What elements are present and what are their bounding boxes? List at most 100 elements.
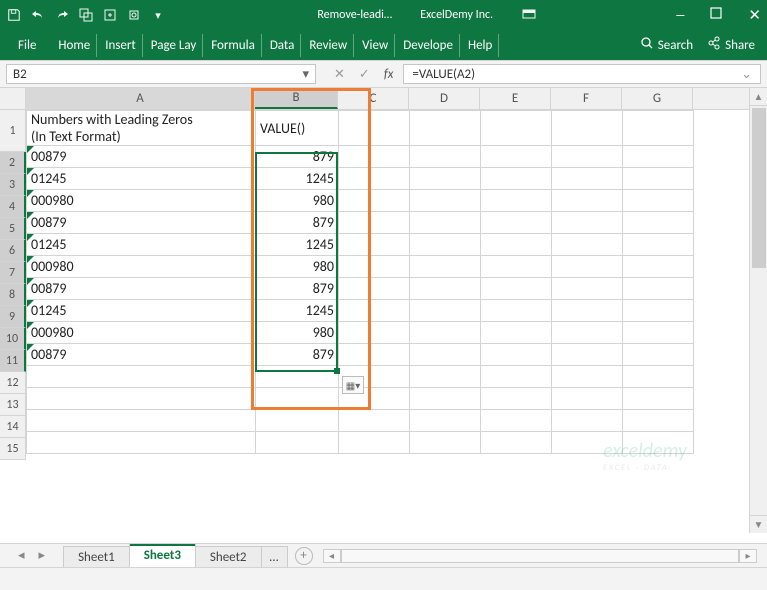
insert-function-icon[interactable]: fx (384, 67, 394, 82)
tab-file[interactable]: File (12, 34, 50, 57)
sheet-nav-prev-icon[interactable]: ◂ (14, 546, 29, 565)
cell-F1[interactable] (552, 111, 623, 146)
row-header-15[interactable]: 15 (0, 438, 26, 460)
undo-icon[interactable] (30, 7, 46, 23)
cell-B[interactable]: 879 (256, 212, 339, 234)
close-icon[interactable]: ✕ (748, 6, 761, 25)
horizontal-scrollbar[interactable]: ◂ ▸ (323, 549, 757, 563)
cells-area[interactable]: Numbers with Leading Zeros(In Text Forma… (26, 110, 694, 460)
col-header-D[interactable]: D (409, 88, 480, 109)
cell-A[interactable]: 000980 (27, 190, 256, 212)
cell-A[interactable]: 01245 (27, 300, 256, 322)
cell-A[interactable]: 00879 (27, 146, 256, 168)
cell-A[interactable]: 000980 (27, 256, 256, 278)
search-group[interactable]: Search (640, 36, 693, 54)
cell-B[interactable]: 980 (256, 322, 339, 344)
cell-A[interactable]: 01245 (27, 168, 256, 190)
row-header-6[interactable]: 6 (0, 240, 26, 262)
formula-expand-icon[interactable]: ⌄ (741, 67, 752, 82)
cell-B[interactable]: 879 (256, 278, 339, 300)
autofill-options-button[interactable]: ▦▾ (342, 376, 364, 394)
col-header-B[interactable]: B (255, 88, 338, 109)
tab-review[interactable]: Review (303, 34, 354, 57)
cell-B[interactable]: 980 (256, 256, 339, 278)
qat-custom2-icon[interactable] (126, 7, 142, 23)
qat-shape-icon[interactable] (78, 7, 94, 23)
cancel-formula-icon[interactable]: ✕ (334, 67, 345, 82)
sheet-tab-overflow[interactable]: … (261, 546, 288, 568)
name-box[interactable]: B2 ▾ (6, 64, 316, 84)
cell-B[interactable]: 1245 (256, 234, 339, 256)
scroll-thumb[interactable] (752, 108, 766, 268)
qat-customize-icon[interactable]: ▾ (150, 7, 166, 23)
table-row: 000980980 (27, 256, 694, 278)
cell-A[interactable]: 00879 (27, 344, 256, 366)
col-header-G[interactable]: G (622, 88, 693, 109)
cell-B[interactable]: 879 (256, 146, 339, 168)
row-header-1[interactable]: 1 (0, 110, 26, 152)
hscroll-track[interactable] (341, 549, 739, 563)
row-header-8[interactable]: 8 (0, 284, 26, 306)
row-header-4[interactable]: 4 (0, 196, 26, 218)
minimize-icon[interactable]: ─ (676, 6, 684, 25)
cell-A1[interactable]: Numbers with Leading Zeros(In Text Forma… (27, 111, 256, 146)
col-header-C[interactable]: C (338, 88, 409, 109)
scroll-down-icon[interactable]: ▼ (750, 515, 767, 533)
hscroll-right-icon[interactable]: ▸ (739, 549, 757, 563)
cell-A[interactable]: 00879 (27, 212, 256, 234)
sheet-nav-next-icon[interactable]: ▸ (35, 546, 50, 565)
cell-A[interactable]: 01245 (27, 234, 256, 256)
name-box-dropdown-icon[interactable]: ▾ (302, 67, 309, 82)
fill-handle[interactable] (334, 368, 340, 374)
tab-insert[interactable]: Insert (99, 34, 143, 57)
maximize-icon[interactable] (710, 7, 722, 23)
enter-formula-icon[interactable]: ✓ (359, 67, 370, 82)
cell-A[interactable]: 000980 (27, 322, 256, 344)
hscroll-left-icon[interactable]: ◂ (323, 549, 341, 563)
cell-A[interactable]: 00879 (27, 278, 256, 300)
row-header-5[interactable]: 5 (0, 218, 26, 240)
col-header-E[interactable]: E (480, 88, 551, 109)
col-header-F[interactable]: F (551, 88, 622, 109)
row-header-9[interactable]: 9 (0, 306, 26, 328)
row-header-14[interactable]: 14 (0, 416, 26, 438)
cell-B[interactable]: 980 (256, 190, 339, 212)
tab-formulas[interactable]: Formula (205, 34, 262, 57)
cell-B[interactable]: 879 (256, 344, 339, 366)
ribbon-display-options-icon[interactable] (521, 7, 537, 23)
cell-C1[interactable] (339, 111, 410, 146)
scroll-up-icon[interactable]: ▲ (750, 88, 767, 106)
cell-D1[interactable] (410, 111, 481, 146)
redo-icon[interactable] (54, 7, 70, 23)
save-icon[interactable] (6, 7, 22, 23)
vertical-scrollbar[interactable]: ▲ ▼ (749, 88, 767, 533)
cell-B[interactable]: 1245 (256, 168, 339, 190)
tab-developer[interactable]: Develope (397, 34, 460, 57)
qat-custom1-icon[interactable] (102, 7, 118, 23)
tab-data[interactable]: Data (264, 34, 302, 57)
sheet-tab[interactable]: Sheet1 (63, 546, 130, 568)
row-header-7[interactable]: 7 (0, 262, 26, 284)
share-group[interactable]: Share (707, 36, 755, 54)
row-header-10[interactable]: 10 (0, 328, 26, 350)
cell-B1[interactable]: VALUE() (256, 111, 339, 146)
tab-help[interactable]: Help (462, 34, 499, 57)
sheet-table: Numbers with Leading Zeros(In Text Forma… (26, 110, 694, 454)
row-header-3[interactable]: 3 (0, 174, 26, 196)
tab-pagelayout[interactable]: Page Lay (145, 34, 203, 57)
formula-input[interactable]: =VALUE(A2) ⌄ (403, 64, 761, 84)
sheet-tab-active[interactable]: Sheet3 (129, 544, 196, 568)
select-all-corner[interactable] (0, 88, 26, 109)
row-header-2[interactable]: 2 (0, 152, 26, 174)
tab-home[interactable]: Home (52, 34, 97, 57)
row-header-12[interactable]: 12 (0, 372, 26, 394)
cell-G1[interactable] (623, 111, 694, 146)
cell-E1[interactable] (481, 111, 552, 146)
row-header-13[interactable]: 13 (0, 394, 26, 416)
cell-B[interactable]: 1245 (256, 300, 339, 322)
col-header-A[interactable]: A (26, 88, 255, 109)
tab-view[interactable]: View (356, 34, 395, 57)
sheet-tab[interactable]: Sheet2 (195, 546, 262, 568)
new-sheet-button[interactable]: + (295, 547, 313, 565)
row-header-11[interactable]: 11 (0, 350, 26, 372)
